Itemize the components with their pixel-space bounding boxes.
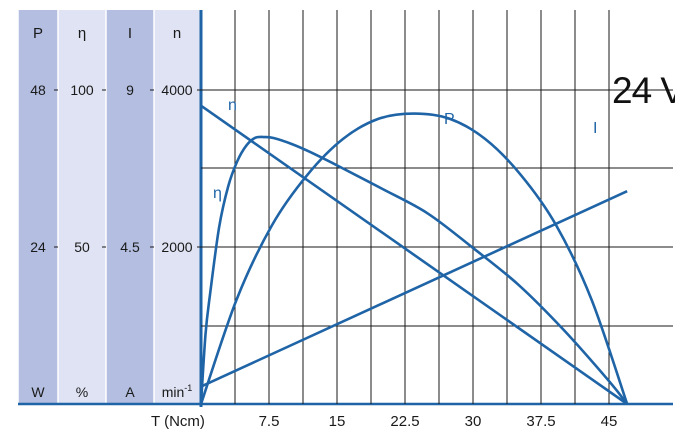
column-header-3: I xyxy=(128,25,132,42)
voltage-label: 24 V xyxy=(612,70,675,111)
column-unit-2: % xyxy=(76,384,88,400)
axis-column-2 xyxy=(58,10,106,404)
x-tick-label: 30 xyxy=(465,413,482,430)
column-tick-label: 50 xyxy=(74,239,90,255)
column-header-1: P xyxy=(33,25,43,42)
x-tick-label: 15 xyxy=(329,413,346,430)
axis-column-1 xyxy=(18,10,58,404)
x-tick-label: 37.5 xyxy=(526,413,555,430)
column-tick-label: 4000 xyxy=(161,82,192,98)
curve-power-p xyxy=(199,112,629,405)
series-label-p: P xyxy=(444,111,455,128)
column-header-4: n xyxy=(173,25,181,42)
x-tick-label: 22.5 xyxy=(390,413,419,430)
column-unit-1: W xyxy=(31,384,45,400)
x-axis-title: T (Ncm) xyxy=(151,413,205,430)
column-tick-label: 9 xyxy=(126,82,134,98)
column-tick-label: 48 xyxy=(30,82,46,98)
column-tick-label: 24 xyxy=(30,239,46,255)
curve-current-i xyxy=(200,189,628,388)
x-tick-label: 45 xyxy=(601,413,618,430)
column-tick-label: 2000 xyxy=(161,239,192,255)
grid xyxy=(201,10,673,404)
axis-column-3 xyxy=(106,10,154,404)
column-unit-3: A xyxy=(125,384,135,400)
curve-speed-n xyxy=(200,104,628,406)
series-label-i: I xyxy=(593,120,597,137)
column-tick-label: 4.5 xyxy=(120,239,140,255)
curve-efficiency-eta xyxy=(199,135,629,405)
series-label-eta: η xyxy=(213,185,222,202)
series-label-n: n xyxy=(228,97,237,114)
axis-column-4 xyxy=(154,10,201,404)
column-header-2: η xyxy=(78,25,86,42)
x-tick-label: 7.5 xyxy=(259,413,280,430)
column-tick-label: 100 xyxy=(70,82,94,98)
